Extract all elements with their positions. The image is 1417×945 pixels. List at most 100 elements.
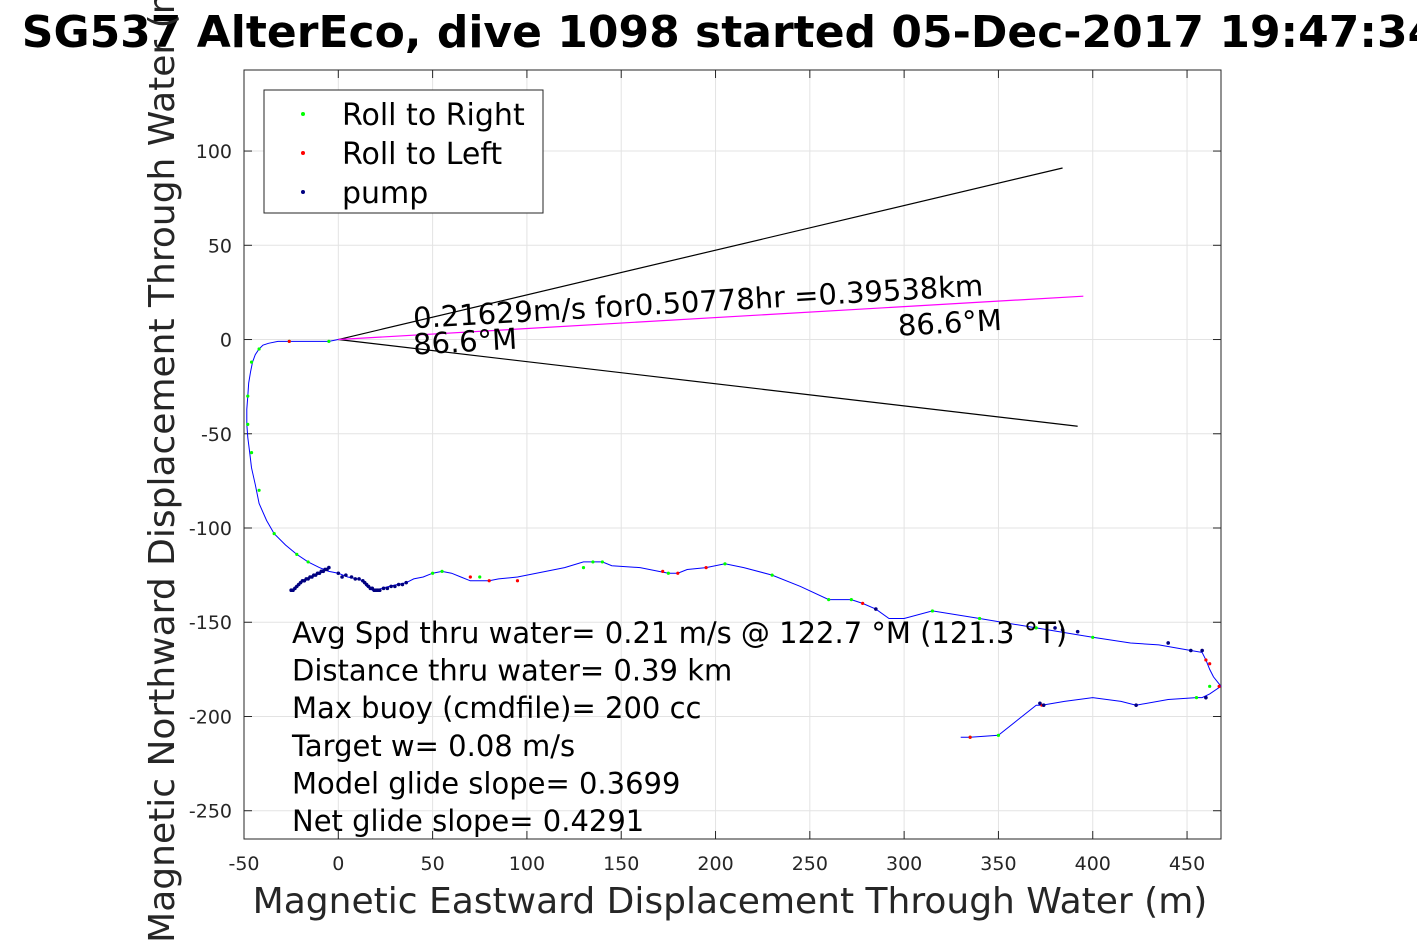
stats-text-block: Avg Spd thru water= 0.21 m/s @ 122.7 °M …: [291, 616, 1067, 838]
plot-content: [246, 167, 1222, 739]
roll-right-point: [1034, 626, 1038, 630]
x-tick-label: 150: [603, 853, 639, 875]
roll-left-point: [1208, 662, 1212, 666]
roll-right-point: [246, 394, 250, 398]
legend-marker: [301, 190, 305, 194]
x-axis-label: Magnetic Eastward Displacement Through W…: [253, 881, 1208, 922]
x-tick-label: -50: [228, 853, 259, 875]
roll-left-point: [1217, 684, 1221, 688]
pump-point: [1166, 641, 1170, 645]
stat-line: Target w= 0.08 m/s: [291, 729, 575, 763]
roll-right-point: [295, 552, 299, 556]
heading-line: [338, 295, 1084, 341]
legend-label: Roll to Left: [342, 137, 502, 172]
pump-point: [1060, 627, 1065, 632]
heading-annotation: 86.6°M: [412, 322, 518, 362]
pump-point: [874, 607, 878, 611]
legend-box: [263, 89, 544, 214]
roll-left-point: [861, 601, 865, 605]
roll-right-point: [1194, 696, 1199, 700]
pump-point: [1038, 701, 1042, 706]
pump-point: [381, 586, 386, 591]
x-axis-ticks: -50 0 50 100 150 200 250 300 350 400 450: [228, 70, 1205, 875]
roll-right-point: [723, 562, 727, 566]
x-tick-label: 50: [421, 853, 445, 875]
pump-point: [1075, 629, 1080, 634]
roll-left-point: [661, 569, 665, 573]
roll-right-point: [591, 560, 595, 564]
x-tick-label: 100: [509, 853, 545, 875]
roll-right-point: [827, 598, 831, 602]
roll-left-point: [1204, 658, 1208, 662]
x-tick-label: 300: [886, 853, 922, 875]
roll-right-point: [249, 451, 254, 455]
pump-point: [344, 573, 348, 577]
roll-left-point: [968, 735, 972, 739]
roll-right-point: [1091, 635, 1095, 639]
y-axis-label: Magnetic Northward Displacement Through …: [142, 0, 183, 943]
y-tick-label: -250: [189, 801, 232, 823]
roll-right-point: [440, 569, 444, 573]
y-tick-label: 50: [208, 235, 232, 257]
pump-point: [340, 575, 344, 579]
y-axis-ticks: -250 -200 -150 -100 -50 0 50 100: [189, 141, 1221, 823]
x-tick-label: 350: [980, 853, 1016, 875]
x-tick-label: 450: [1169, 853, 1205, 875]
pump-point: [336, 571, 341, 576]
stat-line: Net glide slope= 0.4291: [292, 804, 644, 838]
roll-right-point: [249, 360, 254, 364]
pump-point: [1041, 703, 1046, 707]
heading-line: [338, 167, 1063, 341]
pump-point: [289, 588, 293, 593]
roll-right-point: [306, 560, 310, 564]
pump-point: [1053, 626, 1057, 630]
roll-right-point: [257, 488, 261, 492]
pump-point: [377, 588, 382, 593]
roll-right-point: [246, 422, 250, 426]
pump-point: [1189, 648, 1193, 653]
pump-point: [353, 577, 358, 581]
y-tick-label: 100: [196, 141, 232, 163]
chart-title: SG537 AlterEco, dive 1098 started 05-Dec…: [22, 7, 1417, 58]
roll-right-point: [977, 616, 982, 621]
pump-point: [1200, 648, 1204, 653]
stat-line: Model glide slope= 0.3699: [292, 766, 680, 800]
pump-point: [357, 577, 361, 581]
pump-point: [385, 586, 390, 591]
pump-point: [389, 584, 393, 589]
pump-point: [400, 582, 405, 587]
legend-marker: [301, 112, 305, 116]
pump-point: [396, 582, 401, 587]
grid-lines: [243, 70, 1221, 839]
roll-right-point: [581, 565, 586, 570]
roll-right-point: [1208, 684, 1212, 688]
pump-point: [393, 584, 397, 589]
roll-right-point: [770, 573, 774, 577]
x-tick-label: 0: [332, 853, 344, 875]
roll-right-point: [257, 347, 261, 351]
x-tick-label: 250: [792, 853, 828, 875]
pump-point: [349, 575, 354, 579]
roll-left-point: [515, 579, 520, 583]
y-tick-label: -50: [201, 424, 232, 446]
plot-area-border: [243, 69, 1222, 840]
heading-line: [338, 338, 1078, 427]
roll-right-point: [327, 339, 331, 344]
legend-marker: [301, 151, 305, 155]
pump-point: [404, 580, 409, 585]
stat-line: Max buoy (cmdfile)= 200 cc: [292, 691, 701, 725]
heading-annotations: 0.21629m/s for0.50778hr =0.39538km86.6°M…: [412, 268, 1003, 361]
heading-annotation: 86.6°M: [897, 303, 1003, 343]
legend-label: Roll to Right: [342, 98, 525, 133]
legend-label: pump: [342, 176, 428, 211]
roll-right-point: [272, 532, 276, 536]
stat-line: Avg Spd thru water= 0.21 m/s @ 122.7 °M …: [292, 616, 1067, 650]
legend: Roll to Right Roll to Left pump: [263, 89, 544, 214]
x-tick-label: 200: [697, 853, 733, 875]
roll-left-point: [487, 579, 491, 583]
pump-point: [1134, 703, 1138, 707]
roll-right-point: [431, 571, 435, 575]
y-tick-label: 0: [220, 330, 232, 352]
stat-line: Distance thru water= 0.39 km: [292, 654, 732, 688]
